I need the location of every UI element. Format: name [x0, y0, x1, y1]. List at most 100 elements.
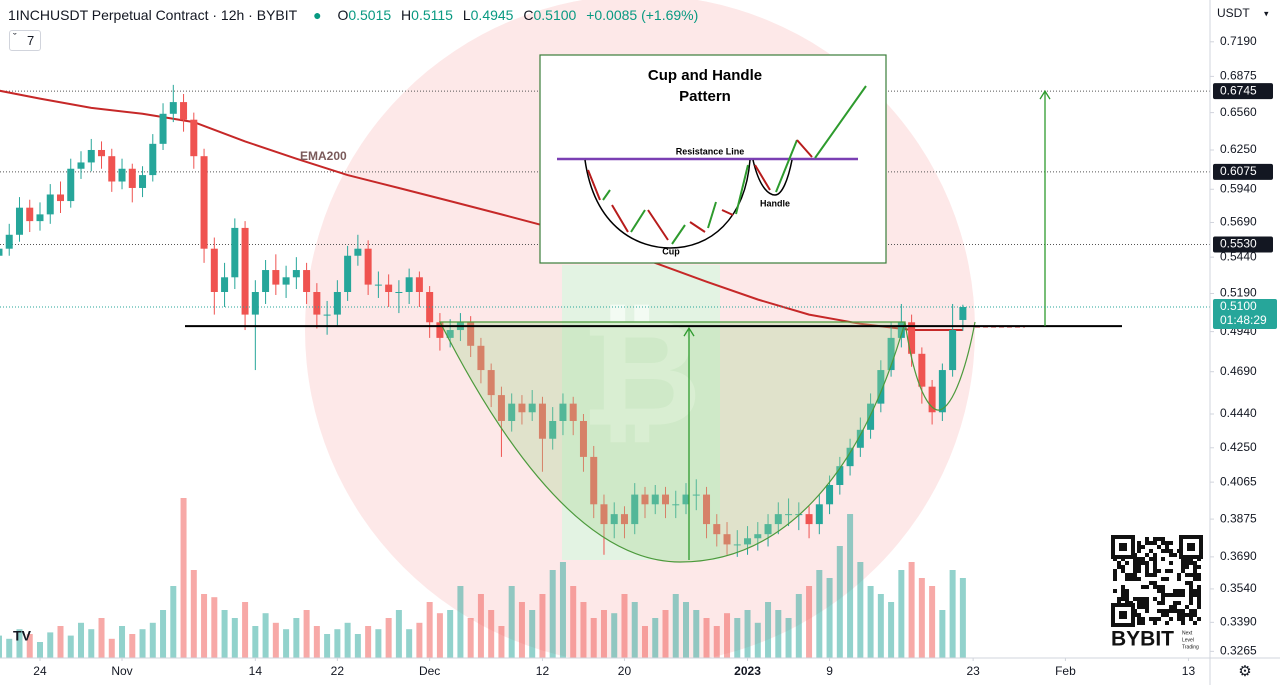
candle-body: [949, 330, 957, 371]
symbol-title[interactable]: 1INCHUSDT Perpetual Contract · 12h · BYB…: [8, 7, 298, 23]
candle-body: [190, 119, 198, 157]
candle-body: [672, 504, 680, 506]
volume-bar: [867, 586, 874, 658]
qr-cell: [1185, 561, 1189, 565]
candle-body: [467, 322, 475, 346]
volume-bar: [508, 586, 515, 658]
candle-body: [600, 504, 608, 525]
y-tick-label: 0.6875: [1220, 69, 1257, 83]
x-tick-label: 23: [966, 664, 980, 678]
qr-cell: [1193, 621, 1197, 625]
inset-handle: [752, 159, 793, 196]
qr-cell: [1149, 581, 1153, 585]
qr-cell: [1189, 617, 1193, 621]
candle-body: [662, 494, 669, 505]
level-tag-label: 0.5530: [1220, 237, 1257, 251]
volume-bar: [724, 613, 731, 658]
qr-cell: [1189, 573, 1193, 577]
volume-bar: [426, 602, 433, 658]
volume-bar: [539, 594, 546, 658]
qr-cell: [1133, 569, 1137, 573]
candle-body: [26, 207, 34, 222]
qr-finder: [1119, 611, 1127, 619]
qr-cell: [1165, 541, 1169, 545]
tv-logo[interactable]: TV: [13, 628, 32, 644]
qr-cell: [1141, 561, 1145, 565]
candle-body: [87, 149, 95, 163]
y-tick-label: 0.3390: [1220, 615, 1257, 629]
qr-cell: [1129, 577, 1133, 581]
candle-body: [436, 322, 444, 338]
y-tick-label: 0.4250: [1220, 440, 1257, 454]
candle-body: [446, 330, 454, 338]
candle-body: [385, 284, 393, 292]
volume-bar: [139, 629, 146, 658]
qr-cell: [1121, 593, 1125, 597]
watermark-logo: [562, 265, 720, 560]
x-tick-label: 12: [536, 664, 550, 678]
qr-cell: [1193, 613, 1197, 617]
qr-cell: [1161, 549, 1165, 553]
volume-bar: [734, 618, 741, 658]
candle-body: [538, 403, 546, 439]
volume-bar: [221, 610, 228, 658]
candle-body: [754, 534, 762, 539]
qr-cell: [1181, 609, 1185, 613]
volume-bar: [877, 594, 884, 658]
volume-bar: [283, 629, 290, 658]
qr-cell: [1125, 561, 1129, 565]
settings-icon[interactable]: ⚙: [1238, 663, 1251, 680]
candle-body: [846, 447, 854, 467]
qr-cell: [1165, 621, 1169, 625]
candle-body: [744, 538, 752, 545]
brand-logo: BYBIT: [1111, 628, 1174, 651]
qr-cell: [1137, 561, 1141, 565]
volume-bar: [498, 626, 505, 658]
qr-cell: [1113, 577, 1117, 581]
qr-cell: [1189, 585, 1193, 589]
x-tick-label: 20: [618, 664, 632, 678]
time-axis: [0, 658, 1210, 685]
volume-bar: [549, 570, 556, 658]
volume-bar: [78, 622, 85, 658]
inset-down-arrow: [796, 139, 813, 158]
brand-tagline: Trading: [1182, 644, 1199, 650]
x-tick-label: Dec: [419, 664, 440, 678]
level-tag-label: 0.6745: [1220, 83, 1257, 97]
currency-caret[interactable]: ▾: [1264, 8, 1269, 18]
currency-label[interactable]: USDT: [1217, 6, 1250, 20]
qr-cell: [1153, 585, 1157, 589]
volume-bar: [0, 635, 2, 658]
candle-body: [703, 494, 711, 525]
y-tick-label: 0.4065: [1220, 474, 1257, 488]
qr-cell: [1145, 573, 1149, 577]
qr-cell: [1113, 569, 1117, 573]
qr-cell: [1145, 561, 1149, 565]
qr-cell: [1137, 565, 1141, 569]
candle-body: [15, 207, 23, 235]
qr-cell: [1137, 569, 1141, 573]
volume-bar: [652, 618, 659, 658]
qr-cell: [1117, 565, 1121, 569]
qr-cell: [1177, 593, 1181, 597]
qr-cell: [1121, 585, 1125, 589]
volume-bar: [293, 618, 300, 658]
level-tag: [1213, 236, 1273, 253]
qr-cell: [1189, 589, 1193, 593]
volume-bar: [672, 594, 679, 658]
ohlc-key: L: [462, 7, 471, 23]
x-tick-label: 24: [33, 664, 47, 678]
qr-cell: [1153, 557, 1157, 561]
qr-cell: [1157, 617, 1161, 621]
candle-body: [180, 102, 188, 120]
qr-cell: [1181, 613, 1185, 617]
qr-cell: [1141, 557, 1145, 561]
candle-body: [549, 420, 557, 439]
candle-body: [313, 291, 321, 315]
candle-body: [323, 314, 331, 316]
candle-body: [579, 420, 587, 457]
y-tick-label: 0.3540: [1220, 581, 1257, 595]
candle-body: [733, 544, 741, 546]
